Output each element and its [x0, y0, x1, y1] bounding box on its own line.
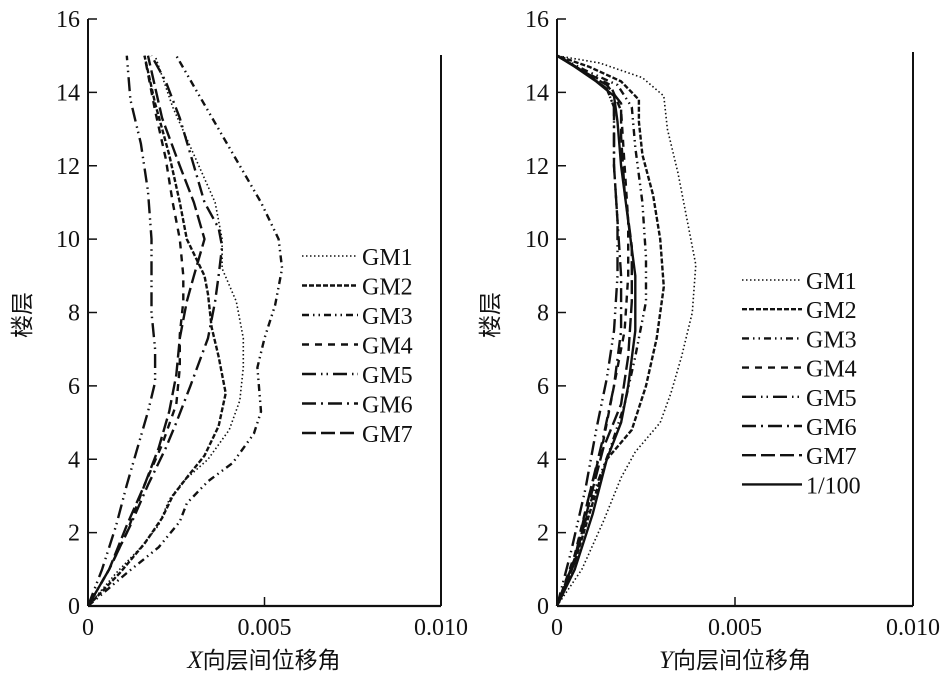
y-tick-label: 0	[68, 594, 80, 620]
legend-label: GM2	[806, 298, 857, 324]
y-axis-title: 楼层	[10, 292, 36, 338]
series-line-gm2	[555, 54, 665, 607]
x-axis-title-suffix: 向层间位移角	[203, 648, 341, 674]
legend: GM1 GM2 GM3 GM4 GM5 GM6 GM7	[302, 245, 413, 448]
legend-item: GM7	[742, 444, 857, 470]
y-tick-label: 12	[525, 154, 549, 180]
axes: 0 2 4 6 8 10 12 14 16 0 0.005 0.010 X向层间位移角 楼层	[10, 7, 468, 674]
y-tick-label: 2	[537, 521, 549, 547]
legend: GM1 GM2 GM3 GM4 GM5 GM6 GM7 1/100	[742, 269, 861, 499]
series-line-gm4	[555, 54, 630, 607]
y-tick-label: 10	[56, 227, 80, 253]
series-line-gm1	[556, 54, 697, 607]
x-axis-title-prefix: X	[186, 647, 204, 674]
series-line-gm5	[86, 55, 157, 607]
legend-item: GM1	[302, 245, 413, 271]
axes: 0 2 4 6 8 10 12 14 16 0 0.005 0.010 Y向层间位移角 楼层	[478, 7, 940, 674]
legend-label: 1/100	[806, 473, 861, 499]
legend-label: GM7	[362, 422, 413, 448]
legend-item: GM5	[742, 386, 857, 412]
legend-item: 1/100	[742, 473, 861, 499]
series-line-gm3	[555, 54, 648, 607]
legend-item: GM3	[742, 327, 857, 353]
legend-item: GM3	[302, 304, 413, 330]
y-tick-label: 10	[525, 227, 549, 253]
legend-label: GM2	[362, 275, 413, 301]
y-tick-label: 12	[56, 154, 80, 180]
x-tick-label: 0.005	[708, 615, 762, 641]
series-line-1-100	[555, 54, 637, 607]
legend-item: GM6	[742, 415, 857, 441]
y-tick-label: 6	[537, 374, 549, 400]
y-tick-label: 14	[56, 80, 80, 106]
y-tick-label: 0	[537, 594, 549, 620]
series-line-gm7	[86, 55, 206, 607]
legend-label: GM5	[806, 386, 857, 412]
series-line-gm6	[86, 55, 224, 607]
x-tick-label: 0.005	[238, 615, 292, 641]
series-line-gm2	[87, 55, 227, 607]
x-axis-title-suffix: 向层间位移角	[673, 648, 811, 674]
y-tick-label: 4	[68, 447, 80, 473]
legend-item: GM7	[302, 422, 413, 448]
y-tick-label: 16	[525, 7, 549, 33]
y-tick-label: 2	[68, 521, 80, 547]
legend-item: GM6	[302, 393, 413, 419]
legend-label: GM7	[806, 444, 857, 470]
legend-label: GM3	[362, 304, 413, 330]
legend-item: GM2	[302, 275, 413, 301]
y-tick-label: 16	[56, 7, 80, 33]
x-tick-label: 0.010	[414, 615, 468, 641]
y-tick-label: 8	[68, 301, 80, 327]
x-tick-label: 0	[82, 615, 94, 641]
x-axis-title-prefix: Y	[659, 647, 676, 674]
legend-label: GM1	[806, 269, 857, 295]
series-line-gm3	[87, 55, 284, 607]
x-tick-label: 0	[551, 615, 563, 641]
legend-item: GM2	[742, 298, 857, 324]
legend-label: GM3	[806, 327, 857, 353]
legend-label: GM4	[806, 357, 857, 383]
series-line-gm7	[555, 54, 633, 607]
y-tick-label: 8	[537, 301, 549, 327]
legend-item: GM4	[302, 334, 413, 360]
legend-label: GM1	[362, 245, 413, 271]
legend-label: GM6	[806, 415, 857, 441]
y-tick-label: 6	[68, 374, 80, 400]
legend-item: GM4	[742, 357, 857, 383]
x-axis-title: X向层间位移角	[186, 647, 340, 674]
y-axis-title: 楼层	[478, 292, 504, 338]
series-group	[555, 54, 697, 607]
legend-label: GM6	[362, 393, 413, 419]
legend-label: GM4	[362, 334, 413, 360]
y-tick-label: 4	[537, 447, 549, 473]
x-tick-label: 0.010	[886, 615, 940, 641]
x-axis-title: Y向层间位移角	[659, 647, 811, 674]
legend-label: GM5	[362, 363, 413, 389]
y-tick-label: 14	[525, 80, 549, 106]
legend-item: GM5	[302, 363, 413, 389]
series-group	[86, 55, 284, 607]
legend-item: GM1	[742, 269, 857, 295]
